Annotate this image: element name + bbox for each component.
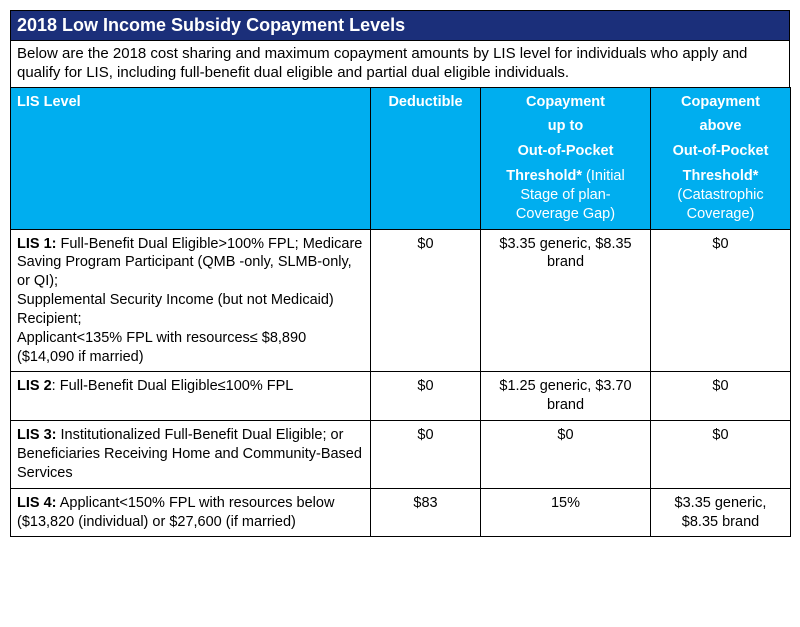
col-lis-level: LIS Level bbox=[11, 87, 371, 229]
header-row: LIS Level Deductible Copayment up to Out… bbox=[11, 87, 791, 229]
hdr-text: Out-of-Pocket bbox=[657, 142, 784, 161]
copay-above-cell: $0 bbox=[651, 372, 791, 421]
intro-text: Below are the 2018 cost sharing and maxi… bbox=[10, 40, 790, 87]
col-copay-above: Copayment above Out-of-Pocket Threshold*… bbox=[651, 87, 791, 229]
deductible-cell: $0 bbox=[371, 229, 481, 372]
deductible-cell: $0 bbox=[371, 372, 481, 421]
hdr-text: Copayment bbox=[657, 93, 784, 112]
lis-level-cell: LIS 4: Applicant<150% FPL with resources… bbox=[11, 488, 371, 537]
document-root: 2018 Low Income Subsidy Copayment Levels… bbox=[10, 10, 790, 537]
hdr-text: Threshold* (Catastrophic Coverage) bbox=[657, 167, 784, 224]
col-copay-upto: Copayment up to Out-of-Pocket Threshold*… bbox=[481, 87, 651, 229]
copay-upto-cell: $3.35 generic, $8.35 brand bbox=[481, 229, 651, 372]
col-deductible: Deductible bbox=[371, 87, 481, 229]
deductible-cell: $0 bbox=[371, 421, 481, 489]
copay-above-cell: $0 bbox=[651, 421, 791, 489]
title-bar: 2018 Low Income Subsidy Copayment Levels bbox=[10, 10, 790, 40]
copay-table: LIS Level Deductible Copayment up to Out… bbox=[10, 87, 791, 538]
copay-upto-cell: $0 bbox=[481, 421, 651, 489]
hdr-text: Copayment bbox=[487, 93, 644, 112]
copay-upto-cell: 15% bbox=[481, 488, 651, 537]
lis-level-cell: LIS 1: Full-Benefit Dual Eligible>100% F… bbox=[11, 229, 371, 372]
hdr-text: above bbox=[657, 117, 784, 136]
copay-upto-cell: $1.25 generic, $3.70 brand bbox=[481, 372, 651, 421]
copay-above-cell: $0 bbox=[651, 229, 791, 372]
hdr-text: up to bbox=[487, 117, 644, 136]
table-body: LIS 1: Full-Benefit Dual Eligible>100% F… bbox=[11, 229, 791, 537]
table-row: LIS 2: Full-Benefit Dual Eligible≤100% F… bbox=[11, 372, 791, 421]
hdr-text: Out-of-Pocket bbox=[487, 142, 644, 161]
copay-above-cell: $3.35 generic, $8.35 brand bbox=[651, 488, 791, 537]
table-row: LIS 4: Applicant<150% FPL with resources… bbox=[11, 488, 791, 537]
table-row: LIS 1: Full-Benefit Dual Eligible>100% F… bbox=[11, 229, 791, 372]
hdr-text: Threshold* (Initial Stage of plan- Cover… bbox=[487, 167, 644, 224]
page-title: 2018 Low Income Subsidy Copayment Levels bbox=[17, 15, 405, 35]
lis-level-cell: LIS 3: Institutionalized Full-Benefit Du… bbox=[11, 421, 371, 489]
deductible-cell: $83 bbox=[371, 488, 481, 537]
lis-level-cell: LIS 2: Full-Benefit Dual Eligible≤100% F… bbox=[11, 372, 371, 421]
table-row: LIS 3: Institutionalized Full-Benefit Du… bbox=[11, 421, 791, 489]
